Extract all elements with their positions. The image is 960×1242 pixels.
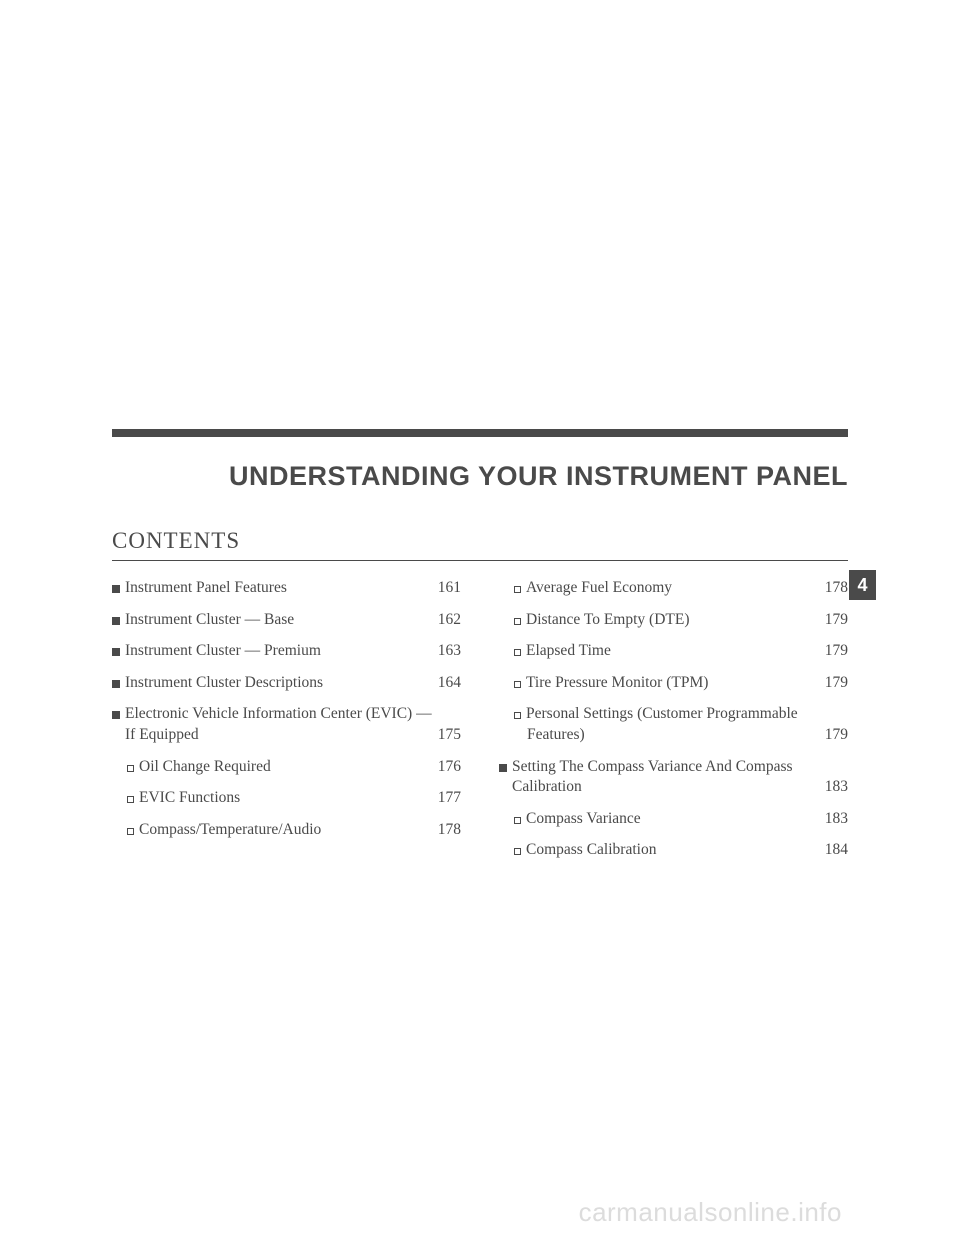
bullet-open-icon (127, 765, 134, 772)
toc-page: 162 (438, 611, 461, 630)
toc-page: 179 (825, 726, 848, 745)
bullet-filled-icon (112, 711, 120, 719)
toc-entry: Compass Variance 183 (499, 810, 848, 829)
toc-entry: Average Fuel Economy 178 (499, 579, 848, 598)
toc-text: EVIC Functions (139, 789, 240, 808)
toc-page: 177 (438, 789, 461, 808)
toc-text: Electronic Vehicle Information Center (E… (125, 705, 432, 724)
toc-entry: Instrument Cluster — Premium 163 (112, 642, 461, 661)
toc-page: 164 (438, 674, 461, 693)
toc-text: Compass/Temperature/Audio (139, 821, 321, 840)
toc-entry: Electronic Vehicle Information Center (E… (112, 705, 461, 744)
toc-text: Elapsed Time (526, 642, 611, 661)
toc-page: 161 (438, 579, 461, 598)
toc-text-cont: If Equipped (125, 726, 199, 745)
mid-rule (112, 560, 848, 561)
bullet-open-icon (514, 817, 521, 824)
toc-page: 178 (438, 821, 461, 840)
bullet-open-icon (514, 681, 521, 688)
toc-page: 163 (438, 642, 461, 661)
toc-entry: Distance To Empty (DTE) 179 (499, 611, 848, 630)
bullet-open-icon (514, 586, 521, 593)
toc-text-cont: Features) (527, 726, 585, 745)
toc-text: Personal Settings (Customer Programmable (526, 705, 798, 724)
toc-page: 184 (825, 841, 848, 860)
toc-entry: Compass Calibration 184 (499, 841, 848, 860)
section-tab: 4 (849, 570, 876, 600)
bullet-open-icon (127, 828, 134, 835)
toc-page: 179 (825, 642, 848, 661)
toc-entry: Elapsed Time 179 (499, 642, 848, 661)
toc-text: Instrument Cluster — Premium (125, 642, 321, 661)
bullet-open-icon (514, 848, 521, 855)
toc-page: 178 (825, 579, 848, 598)
page: UNDERSTANDING YOUR INSTRUMENT PANEL CONT… (0, 0, 960, 1242)
toc-text: Distance To Empty (DTE) (526, 611, 690, 630)
toc-entry: Oil Change Required 176 (112, 758, 461, 777)
toc-text: Oil Change Required (139, 758, 271, 777)
bullet-open-icon (514, 618, 521, 625)
content-area: UNDERSTANDING YOUR INSTRUMENT PANEL CONT… (112, 439, 848, 873)
toc-columns: Instrument Panel Features 161 Instrument C… (112, 579, 848, 873)
top-rule (112, 429, 848, 437)
toc-entry: Instrument Cluster — Base 162 (112, 611, 461, 630)
toc-entry: Compass/Temperature/Audio 178 (112, 821, 461, 840)
toc-column-right: Average Fuel Economy 178 Distance To Empty… (499, 579, 848, 873)
bullet-open-icon (514, 712, 521, 719)
toc-text-cont: Calibration (512, 778, 582, 797)
bullet-open-icon (514, 649, 521, 656)
toc-text: Compass Calibration (526, 841, 656, 860)
watermark: carmanualsonline.info (579, 1197, 842, 1228)
toc-column-left: Instrument Panel Features 161 Instrument C… (112, 579, 461, 873)
bullet-filled-icon (112, 648, 120, 656)
toc-text: Instrument Cluster — Base (125, 611, 294, 630)
bullet-filled-icon (499, 764, 507, 772)
contents-label: CONTENTS (112, 528, 848, 554)
toc-page: 179 (825, 611, 848, 630)
toc-page: 179 (825, 674, 848, 693)
toc-entry: Setting The Compass Variance And Compass… (499, 758, 848, 797)
toc-text: Instrument Cluster Descriptions (125, 674, 323, 693)
toc-entry: Instrument Cluster Descriptions 164 (112, 674, 461, 693)
toc-entry: Tire Pressure Monitor (TPM) 179 (499, 674, 848, 693)
bullet-filled-icon (112, 585, 120, 593)
toc-text: Setting The Compass Variance And Compass (512, 758, 793, 777)
toc-entry: Instrument Panel Features 161 (112, 579, 461, 598)
toc-page: 183 (825, 810, 848, 829)
bullet-filled-icon (112, 617, 120, 625)
chapter-title: UNDERSTANDING YOUR INSTRUMENT PANEL (112, 461, 848, 492)
toc-entry: EVIC Functions 177 (112, 789, 461, 808)
toc-entry: Personal Settings (Customer Programmable… (499, 705, 848, 744)
toc-page: 175 (438, 726, 461, 745)
toc-text: Average Fuel Economy (526, 579, 672, 598)
toc-text: Tire Pressure Monitor (TPM) (526, 674, 708, 693)
toc-page: 176 (438, 758, 461, 777)
toc-page: 183 (825, 778, 848, 797)
toc-text: Instrument Panel Features (125, 579, 287, 598)
bullet-open-icon (127, 796, 134, 803)
bullet-filled-icon (112, 680, 120, 688)
toc-text: Compass Variance (526, 810, 641, 829)
